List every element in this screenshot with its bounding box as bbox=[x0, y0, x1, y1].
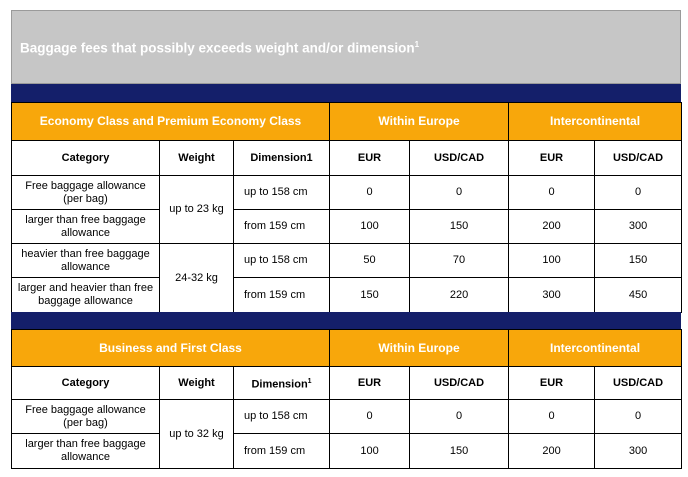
economy-fee-table: Economy Class and Premium Economy Class … bbox=[10, 102, 683, 313]
economy-within-europe: Within Europe bbox=[329, 102, 510, 141]
header-eur: EUR bbox=[329, 140, 411, 176]
row-eur: 100 bbox=[329, 209, 411, 244]
row-category: larger than free baggage allowance bbox=[11, 433, 160, 469]
row-eur-intercontinental: 200 bbox=[508, 209, 596, 244]
header-usd-cad-intercontinental: USD/CAD bbox=[594, 366, 683, 400]
table-row: heavier than free baggage allowance 24-3… bbox=[11, 243, 683, 313]
row-usd-intercontinental: 150 bbox=[594, 243, 683, 278]
row-category: larger and heavier than free baggage all… bbox=[11, 277, 160, 313]
row-dimension: up to 158 cm bbox=[232, 175, 331, 210]
header-eur: EUR bbox=[329, 366, 411, 400]
economy-column-header-row: Category Weight Dimension1 EUR USD/CAD E… bbox=[11, 140, 683, 176]
business-class-label: Business and First Class bbox=[10, 329, 331, 367]
economy-intercontinental: Intercontinental bbox=[508, 102, 683, 141]
row-category: Free baggage allowance (per bag) bbox=[11, 399, 160, 434]
row-dimension: up to 158 cm bbox=[232, 399, 331, 434]
header-dimension: Dimension1 bbox=[232, 140, 331, 176]
header-usd-cad: USD/CAD bbox=[409, 366, 510, 400]
business-within-europe: Within Europe bbox=[329, 329, 510, 367]
economy-class-label: Economy Class and Premium Economy Class bbox=[10, 102, 331, 141]
row-usd: 150 bbox=[409, 433, 510, 469]
row-eur-intercontinental: 200 bbox=[508, 433, 596, 469]
row-usd-intercontinental: 300 bbox=[594, 433, 683, 469]
row-usd: 70 bbox=[409, 243, 510, 278]
header-usd-cad: USD/CAD bbox=[409, 140, 510, 176]
navy-divider-top bbox=[11, 84, 681, 102]
title-bar: Baggage fees that possibly exceeds weigh… bbox=[11, 10, 681, 84]
business-class-header-row: Business and First Class Within Europe I… bbox=[10, 329, 683, 367]
row-eur-intercontinental: 0 bbox=[508, 399, 596, 434]
header-category: Category bbox=[11, 366, 160, 400]
row-eur: 0 bbox=[329, 175, 411, 210]
row-usd: 220 bbox=[409, 277, 510, 313]
header-dimension-footnote: 1 bbox=[307, 377, 312, 385]
economy-class-header-row: Economy Class and Premium Economy Class … bbox=[10, 102, 683, 141]
row-eur: 50 bbox=[329, 243, 411, 278]
row-eur-intercontinental: 0 bbox=[508, 175, 596, 210]
business-intercontinental: Intercontinental bbox=[508, 329, 683, 367]
table-row: larger and heavier than free baggage all… bbox=[11, 277, 683, 313]
table-row: Free baggage allowance (per bag) up to 2… bbox=[11, 175, 683, 244]
row-weight: up to 32 kg bbox=[159, 399, 234, 469]
row-usd: 0 bbox=[409, 399, 510, 434]
page-title: Baggage fees that possibly exceeds weigh… bbox=[20, 40, 419, 56]
table-row: larger than free baggage allowance from … bbox=[11, 433, 683, 469]
header-dimension: Dimension1 bbox=[232, 366, 331, 400]
title-text: Baggage fees that possibly exceeds weigh… bbox=[20, 40, 415, 56]
row-weight: 24-32 kg bbox=[159, 243, 234, 313]
row-category: heavier than free baggage allowance bbox=[11, 243, 160, 278]
row-usd-intercontinental: 0 bbox=[594, 399, 683, 434]
row-dimension: from 159 cm bbox=[232, 277, 331, 313]
row-usd: 150 bbox=[409, 209, 510, 244]
header-eur-intercontinental: EUR bbox=[508, 366, 596, 400]
header-dimension-text: Dimension bbox=[251, 378, 308, 391]
row-eur: 100 bbox=[329, 433, 411, 469]
row-category: larger than free baggage allowance bbox=[11, 209, 160, 244]
table-row: larger than free baggage allowance from … bbox=[11, 209, 683, 244]
title-footnote: 1 bbox=[414, 40, 420, 49]
row-eur-intercontinental: 100 bbox=[508, 243, 596, 278]
business-column-header-row: Category Weight Dimension1 EUR USD/CAD E… bbox=[11, 366, 683, 400]
header-weight: Weight bbox=[159, 140, 234, 176]
row-dimension: from 159 cm bbox=[232, 209, 331, 244]
row-weight: up to 23 kg bbox=[159, 175, 234, 244]
row-eur: 0 bbox=[329, 399, 411, 434]
row-usd-intercontinental: 300 bbox=[594, 209, 683, 244]
header-weight: Weight bbox=[159, 366, 234, 400]
row-category: Free baggage allowance (per bag) bbox=[11, 175, 160, 210]
header-usd-cad-intercontinental: USD/CAD bbox=[594, 140, 683, 176]
navy-divider-middle bbox=[11, 312, 681, 329]
header-category: Category bbox=[11, 140, 160, 176]
row-dimension: up to 158 cm bbox=[232, 243, 331, 278]
table-row: Free baggage allowance (per bag) up to 3… bbox=[11, 399, 683, 469]
row-usd: 0 bbox=[409, 175, 510, 210]
row-eur: 150 bbox=[329, 277, 411, 313]
row-dimension: from 159 cm bbox=[232, 433, 331, 469]
row-eur-intercontinental: 300 bbox=[508, 277, 596, 313]
row-usd-intercontinental: 0 bbox=[594, 175, 683, 210]
business-fee-table: Business and First Class Within Europe I… bbox=[10, 329, 683, 469]
header-eur-intercontinental: EUR bbox=[508, 140, 596, 176]
row-usd-intercontinental: 450 bbox=[594, 277, 683, 313]
